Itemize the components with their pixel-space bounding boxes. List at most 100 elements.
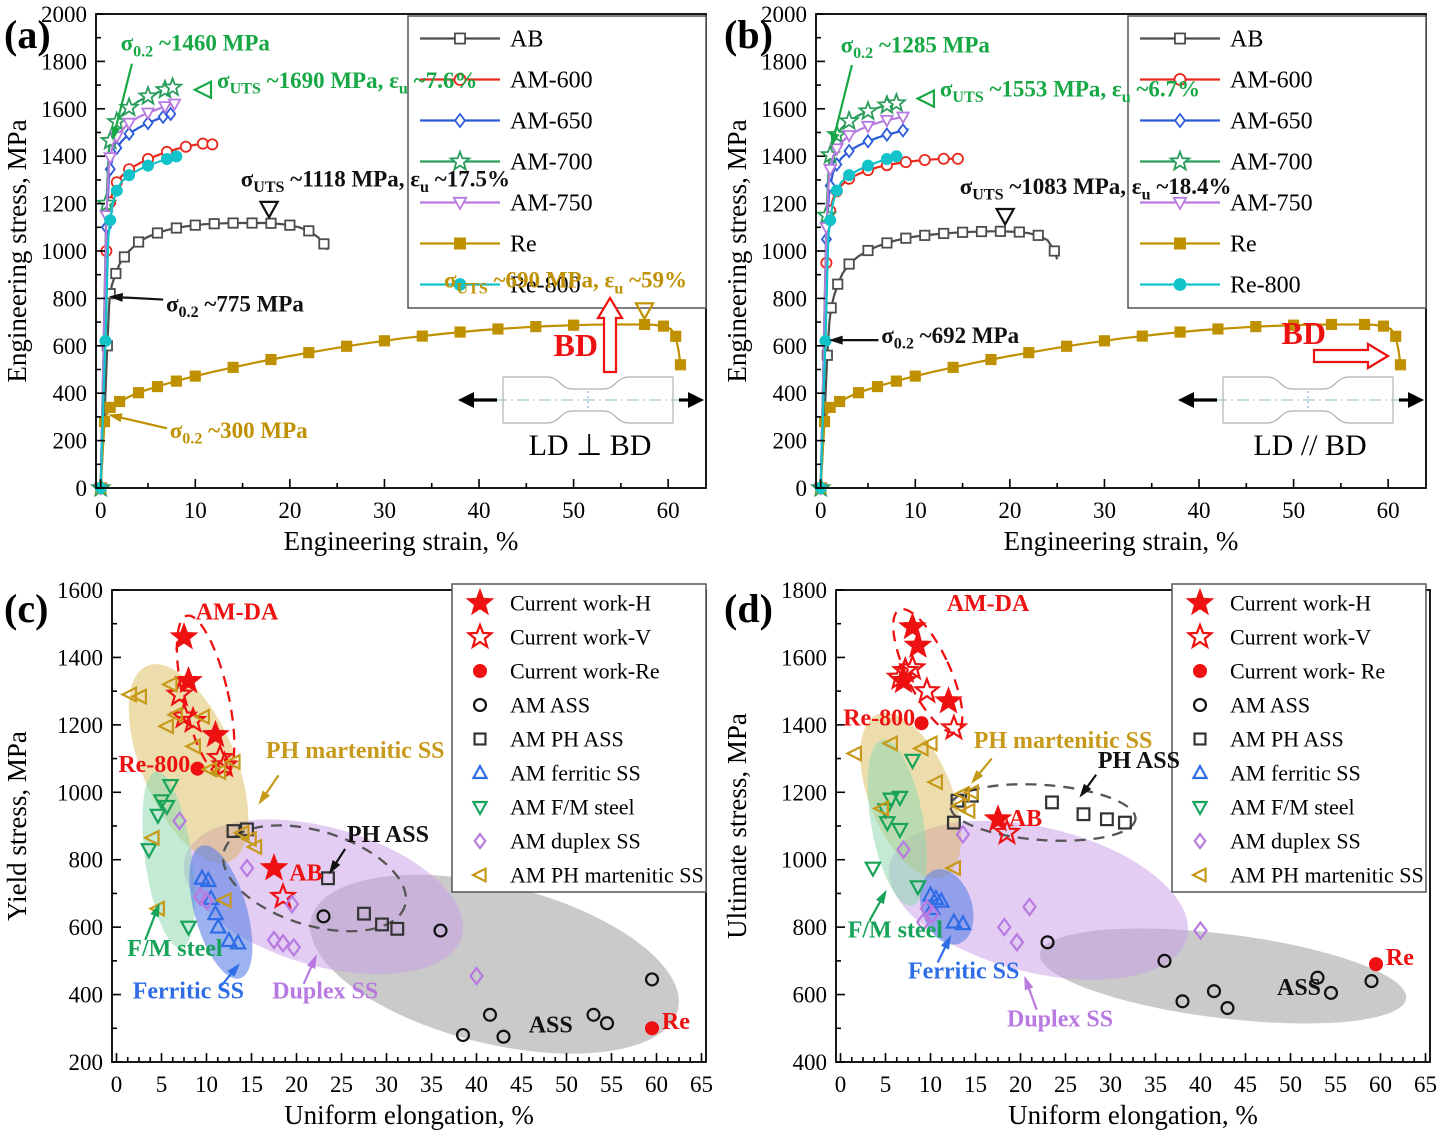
series-current-work-h: [889, 612, 1013, 832]
annotation-text: σ0.2 ~692 MPa: [881, 323, 1019, 353]
tri-left-marker: [925, 773, 943, 791]
square-marker: [208, 218, 220, 230]
diamond-marker: [172, 811, 187, 831]
region-ellipse: [128, 664, 249, 864]
circle-marker: [316, 909, 331, 924]
legend-label: Current work-H: [510, 590, 651, 615]
legend-label: Current work- Re: [1230, 658, 1385, 683]
star-marker: [205, 742, 235, 771]
x-tick-label: 10: [184, 498, 207, 523]
legend-label: AM-750: [1230, 190, 1313, 216]
legend-label: Re: [510, 231, 537, 257]
y-axis-title: Engineering stress, MPa: [2, 119, 32, 382]
tri-down-marker: [179, 920, 198, 937]
y-tick-label: 1400: [781, 713, 827, 738]
tri-up-marker: [923, 898, 942, 916]
star-marker: [898, 612, 927, 640]
square-marker: [1076, 807, 1091, 822]
annotation-text: σ0.2 ~775 MPa: [166, 291, 304, 321]
x-tick-label: 60: [657, 498, 680, 523]
x-tick-label: 50: [562, 498, 585, 523]
y-tick-label: 200: [53, 429, 88, 454]
legend-label: AM duplex SS: [510, 828, 641, 853]
tri-down-marker: [167, 98, 182, 112]
legend-label: AM PH martenitic SS: [1230, 862, 1424, 887]
tri-down-marker: [994, 207, 1016, 227]
tri-up-marker: [1191, 763, 1209, 780]
square-marker: [104, 401, 116, 413]
legend-label: AM-600: [1230, 67, 1313, 93]
region-label-ass: ASS: [1277, 975, 1321, 1001]
y-tick-label: 1200: [41, 192, 87, 217]
y-tick-label: 1400: [41, 144, 87, 169]
tri-up-marker: [206, 903, 225, 921]
svg-text:Duplex SS: Duplex SS: [1007, 1007, 1113, 1033]
tri-left-marker: [156, 717, 174, 735]
tri-down-marker: [908, 880, 927, 897]
x-tick-label: 40: [468, 498, 491, 523]
legend-label: AM F/M steel: [1230, 794, 1355, 819]
y-tick-label: 1400: [761, 144, 807, 169]
circle-marker: [455, 1027, 471, 1043]
svg-text:AM-DA: AM-DA: [947, 591, 1030, 617]
square-marker: [170, 375, 182, 387]
tri-left-marker: [915, 88, 935, 109]
x-tick-label: 60: [1377, 498, 1400, 523]
x-tick-label: 30: [1099, 1072, 1122, 1097]
star-marker: [912, 675, 942, 704]
circle-marker: [843, 169, 856, 182]
tri-up-marker: [229, 933, 247, 950]
tri-down-marker: [1191, 800, 1209, 817]
svg-text:PH martenitic SS: PH martenitic SS: [266, 738, 445, 764]
svg-text:PH ASS: PH ASS: [347, 822, 429, 848]
diamond-marker: [199, 890, 214, 911]
x-tick-label: 50: [1282, 498, 1305, 523]
circle-marker: [496, 1029, 511, 1044]
star-marker: [1185, 621, 1215, 650]
tri-left-marker: [920, 734, 938, 752]
legend-label: Re-800: [510, 272, 581, 298]
tri-up-marker: [944, 912, 963, 929]
series-current-work-h: [169, 622, 289, 881]
diamond-marker: [1193, 832, 1207, 850]
series-am-duplex-ss: [172, 811, 484, 986]
svg-text:AM-DA: AM-DA: [196, 600, 279, 626]
tri-down-marker: [258, 200, 280, 220]
tri-down-marker: [822, 163, 838, 178]
y-tick-label: 1800: [41, 49, 87, 74]
axes: 0 5 10 15 20 25 30 35 40 45 50 55 60 65 200 400 600 800 10…: [57, 578, 713, 1097]
legend-label: AM-600: [510, 67, 593, 93]
square-marker: [227, 217, 239, 229]
tri-down-marker: [161, 779, 180, 796]
region-label-ph-ass: PH ASS: [328, 822, 429, 875]
y-tick-label: 400: [793, 1050, 828, 1075]
circle-marker: [890, 150, 903, 163]
circle-marker: [1173, 73, 1187, 86]
square-marker: [1174, 326, 1186, 338]
tri-down-marker: [876, 803, 895, 820]
circle-marker: [918, 153, 931, 166]
square-marker: [1013, 226, 1025, 238]
legend-label: AM-650: [510, 108, 593, 134]
square-marker: [357, 906, 371, 921]
circle-marker: [206, 138, 219, 151]
x-tick-label: 10: [904, 498, 927, 523]
square-marker: [284, 219, 296, 231]
star-marker: [268, 881, 298, 910]
diamond-marker: [955, 824, 971, 845]
y-tick-label: 1000: [761, 239, 807, 264]
region-label-am-da: AM-DA: [947, 591, 1030, 617]
annotation-text: σUTS ~1553 MPa, εu ~6.7%: [940, 76, 1200, 106]
annotation: σ0.2 ~300 MPa: [108, 413, 308, 447]
bd-arrow-up-icon: [596, 295, 624, 374]
y-axis-title: Yield stress, MPa: [2, 731, 32, 921]
annotation: σ0.2 ~1460 MPa: [111, 31, 270, 142]
y-tick-label: 2000: [761, 2, 807, 27]
tri-left-marker: [961, 783, 979, 801]
region-label-ab: AB: [289, 861, 322, 887]
legend-label: AM ferritic SS: [510, 760, 641, 785]
legend-label: AM-650: [1230, 108, 1313, 134]
square-marker: [454, 326, 466, 338]
tri-up-marker: [209, 917, 228, 934]
star-marker: [939, 713, 969, 741]
